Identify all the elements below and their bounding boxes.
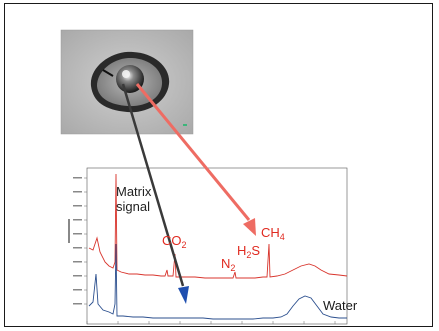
co2-label: CO2 [162, 233, 187, 250]
red-spectrum-line [88, 173, 348, 279]
matrix-signal-label: Matrix signal [116, 184, 152, 214]
water-label: Water [323, 298, 358, 313]
red-arrow-icon [135, 83, 256, 236]
h2s-label: H2S [237, 243, 261, 260]
dark-arrow-icon [121, 83, 189, 304]
spectrum-plot [68, 167, 348, 325]
n2-label: N2 [221, 256, 236, 273]
micrograph-icon [60, 29, 194, 135]
figure-frame: Matrix signal CO2 N2 H2S CH4 Water [4, 3, 433, 327]
blue-spectrum-line [88, 243, 347, 320]
ch4-label: CH4 [261, 225, 285, 242]
figure-svg [60, 29, 348, 325]
